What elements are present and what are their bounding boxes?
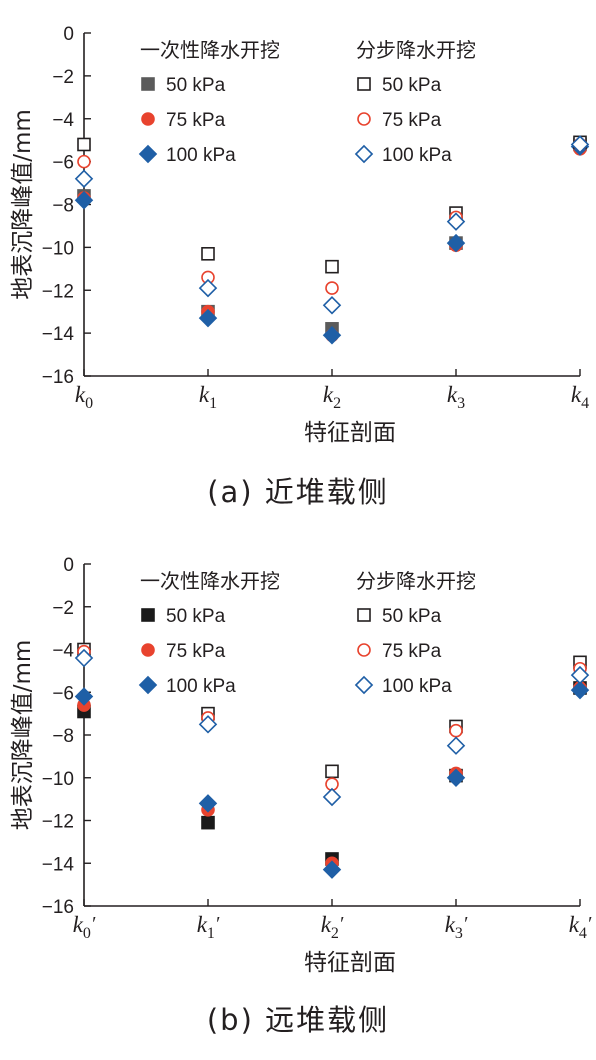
legend-marker	[141, 112, 155, 126]
y-tick-label: −16	[42, 897, 74, 918]
data-point	[77, 154, 91, 169]
y-tick-label: −6	[52, 683, 74, 704]
x-tick-label: k0	[75, 382, 93, 412]
legend-marker	[354, 675, 374, 695]
series-3	[74, 680, 590, 879]
y-tick-label: −2	[52, 67, 74, 88]
x-tick-label: k4′	[569, 912, 592, 942]
legend-label: 100 kPa	[382, 145, 452, 166]
data-point	[570, 135, 590, 154]
legend-label: 50 kPa	[382, 75, 442, 96]
y-tick-label: −8	[52, 726, 74, 747]
x-axis-title: 特征剖面	[304, 420, 396, 446]
data-point	[325, 281, 339, 295]
data-point	[446, 233, 466, 253]
figure-caption: (a) 近堆载侧	[207, 475, 389, 509]
data-point	[198, 278, 218, 298]
x-tick-label: k3′	[445, 912, 468, 942]
data-point	[74, 190, 94, 210]
y-axis-title: 地表沉降峰值/mm	[10, 640, 36, 831]
data-point	[322, 860, 342, 879]
legend-marker	[354, 144, 374, 164]
y-tick-label: −14	[42, 854, 75, 875]
legend-group-title: 一次性降水开挖	[140, 569, 280, 593]
data-point	[198, 794, 218, 813]
y-tick-label: 0	[63, 24, 74, 45]
y-tick-label: −6	[52, 153, 74, 174]
y-axis-title: 地表沉降峰值/mm	[10, 109, 36, 300]
data-point	[74, 687, 94, 706]
y-tick-label: −10	[42, 769, 74, 790]
y-tick-label: −12	[42, 281, 74, 302]
data-point	[325, 259, 339, 274]
legend-label: 75 kPa	[166, 641, 226, 662]
y-tick-label: −8	[52, 196, 74, 217]
legend-label: 75 kPa	[382, 641, 442, 662]
data-point	[74, 169, 94, 189]
data-point	[322, 326, 342, 345]
data-point	[201, 247, 215, 261]
x-axis-title: 特征剖面	[304, 950, 396, 976]
legend-label: 100 kPa	[166, 676, 236, 697]
x-tick-label: k3	[447, 382, 465, 412]
legend-label: 50 kPa	[166, 75, 226, 96]
data-point	[446, 212, 466, 231]
legend-group-title: 一次性降水开挖	[140, 38, 280, 62]
data-point	[322, 296, 342, 315]
data-point	[449, 723, 463, 738]
data-point	[446, 736, 466, 755]
legend-label: 50 kPa	[166, 606, 226, 627]
legend-marker	[138, 144, 158, 164]
x-tick-label: k2′	[321, 912, 344, 942]
legend-label: 100 kPa	[166, 145, 236, 166]
y-tick-label: −16	[42, 367, 74, 388]
data-point	[77, 137, 91, 152]
y-tick-label: −4	[52, 641, 74, 662]
legend: 一次性降水开挖 50 kPa 75 kPa 100 kPa 分步降水开挖 50 kPa 75…	[138, 569, 476, 697]
x-tick-label: k1	[199, 382, 217, 412]
y-tick-label: −2	[52, 598, 74, 619]
legend-marker	[357, 77, 371, 91]
y-tick-label: 0	[63, 555, 74, 576]
legend-marker	[138, 675, 158, 695]
legend-marker	[141, 77, 155, 91]
series-4	[77, 642, 587, 779]
y-tick-label: −10	[42, 238, 74, 259]
legend-marker	[357, 608, 371, 622]
legend-group-title: 分步降水开挖	[356, 38, 476, 62]
figure-caption: (b) 远堆载侧	[207, 1003, 389, 1037]
legend-marker	[357, 643, 371, 657]
data-point	[201, 815, 215, 830]
data-point	[74, 648, 94, 668]
y-tick-label: −14	[42, 324, 75, 345]
legend-label: 75 kPa	[382, 110, 442, 131]
legend-label: 50 kPa	[382, 606, 442, 627]
data-point	[322, 787, 342, 807]
series-6	[74, 135, 590, 315]
x-tick-label: k4	[571, 382, 589, 412]
y-tick-label: −4	[52, 110, 74, 131]
x-tick-label: k2	[323, 382, 341, 412]
data-point	[570, 665, 590, 685]
legend-group-title: 分步降水开挖	[356, 569, 476, 593]
data-point	[570, 680, 590, 700]
series-6	[74, 648, 590, 807]
legend-marker	[357, 112, 371, 126]
data-point	[325, 764, 339, 779]
legend-label: 75 kPa	[166, 110, 226, 131]
y-tick-label: −12	[42, 812, 74, 833]
legend: 一次性降水开挖 50 kPa 75 kPa 100 kPa 分步降水开挖 50 kPa 75…	[138, 38, 476, 166]
legend-label: 100 kPa	[382, 676, 452, 697]
x-tick-label: k0′	[73, 912, 96, 942]
data-point	[446, 768, 466, 787]
x-tick-label: k1′	[197, 912, 220, 942]
data-point	[198, 308, 218, 328]
data-point	[198, 715, 218, 734]
legend-marker	[141, 608, 155, 622]
legend-marker	[141, 643, 155, 657]
